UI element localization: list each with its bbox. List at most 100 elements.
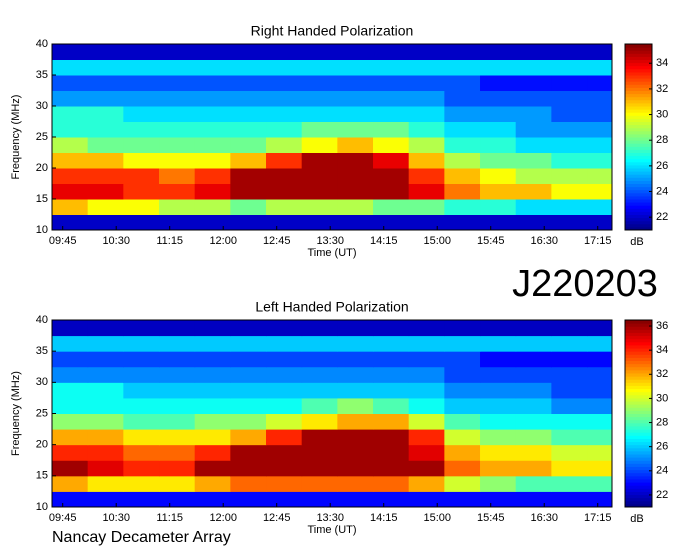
heat-cell [230, 335, 267, 352]
heat-cell [515, 382, 552, 399]
heat-cell [52, 366, 89, 383]
heat-cell [123, 183, 160, 200]
heat-cell [408, 137, 445, 153]
heat-cell [337, 75, 374, 91]
y-tick-label: 30 [36, 100, 48, 112]
heat-cell [373, 44, 410, 60]
heat-cell [373, 214, 410, 231]
heat-cell [337, 366, 374, 383]
heat-cell [87, 152, 124, 169]
colorbar-step [625, 475, 652, 480]
heat-cell [52, 90, 89, 107]
x-tick-label: 12:00 [209, 512, 237, 524]
heat-cell [373, 121, 410, 138]
colorbar-step [625, 177, 652, 181]
heat-cell [52, 214, 89, 231]
colorbar-step [625, 366, 652, 371]
heat-cell [159, 335, 196, 352]
colorbar-step [625, 369, 652, 374]
heat-cell [444, 199, 481, 215]
colorbar-step [625, 413, 652, 418]
colorbar-step [625, 463, 652, 467]
heat-cell [87, 397, 124, 414]
heat-cell [515, 429, 552, 446]
heat-cell [480, 106, 517, 122]
heat-cell [123, 366, 160, 383]
heat-cell [301, 183, 338, 200]
footer: Nancay Decameter Array [52, 529, 231, 546]
colorbar-step [625, 226, 652, 231]
colorbar-tick-label: 34 [656, 344, 668, 356]
heat-cell [587, 491, 613, 508]
colorbar-step [625, 491, 652, 496]
heat-cell [194, 460, 231, 477]
heat-cell [159, 444, 196, 461]
heat-cell [551, 183, 588, 200]
heat-cell [123, 90, 160, 107]
heat-cell [87, 444, 124, 461]
heat-cell [373, 429, 410, 446]
colorbar-step [625, 503, 652, 508]
event-label: J220203 [512, 263, 658, 305]
colorbar-step [625, 149, 652, 153]
heat-cell [444, 75, 481, 91]
heat-cell [52, 199, 89, 215]
heat-cell [337, 397, 374, 414]
heat-cell [408, 460, 445, 477]
heat-cell [52, 137, 89, 153]
x-tick-label: 15:00 [423, 512, 451, 524]
heat-cell [337, 444, 374, 461]
heat-cell [337, 44, 374, 60]
heat-cell [87, 382, 124, 399]
colorbar-step [625, 351, 652, 355]
heat-cell [480, 137, 517, 153]
colorbar-step [625, 87, 652, 91]
heat-cell [230, 106, 267, 122]
heat-cell [373, 366, 410, 383]
heat-cell [373, 75, 410, 91]
heat-cell [123, 137, 160, 153]
colorbar-step [625, 441, 652, 446]
heat-cell [123, 106, 160, 122]
heat-cell [301, 90, 338, 107]
colorbar-step [625, 130, 652, 135]
colorbar-step [625, 357, 652, 362]
heat-cell [373, 491, 410, 508]
colorbar-step [625, 425, 652, 430]
heat-cell [159, 152, 196, 169]
colorbar-step [625, 338, 652, 343]
heat-cell [301, 121, 338, 138]
colorbar-step [625, 146, 652, 150]
heat-cell [301, 137, 338, 153]
colorbar-step [625, 186, 652, 191]
heat-cell [159, 475, 196, 492]
heat-cell [230, 444, 267, 461]
heat-cell [301, 106, 338, 122]
heat-cell [52, 475, 89, 492]
colorbar-step [625, 93, 652, 98]
heat-cell [87, 366, 124, 383]
heat-cell [301, 320, 338, 337]
colorbar-step [625, 65, 652, 70]
colorbar-step [625, 133, 652, 138]
colorbar-tick-label: 30 [656, 392, 668, 404]
heat-cell [230, 214, 267, 231]
colorbar-step [625, 478, 652, 483]
heat-cell [515, 444, 552, 461]
heat-cell [551, 168, 588, 184]
colorbar-tick-label: 22 [656, 489, 668, 501]
heat-cell [87, 121, 124, 138]
heat-cell [444, 444, 481, 461]
heat-cell [480, 475, 517, 492]
heat-cell [373, 199, 410, 215]
heat-cell [480, 152, 517, 169]
x-tick-label: 16:30 [530, 235, 558, 247]
heat-cell [159, 397, 196, 414]
heat-cell [587, 90, 613, 107]
heat-cell [480, 168, 517, 184]
colorbar-step [625, 155, 652, 160]
heat-cell [87, 460, 124, 477]
colorbar-step [625, 180, 652, 184]
heat-cell [587, 214, 613, 231]
colorbar-step [625, 320, 652, 324]
